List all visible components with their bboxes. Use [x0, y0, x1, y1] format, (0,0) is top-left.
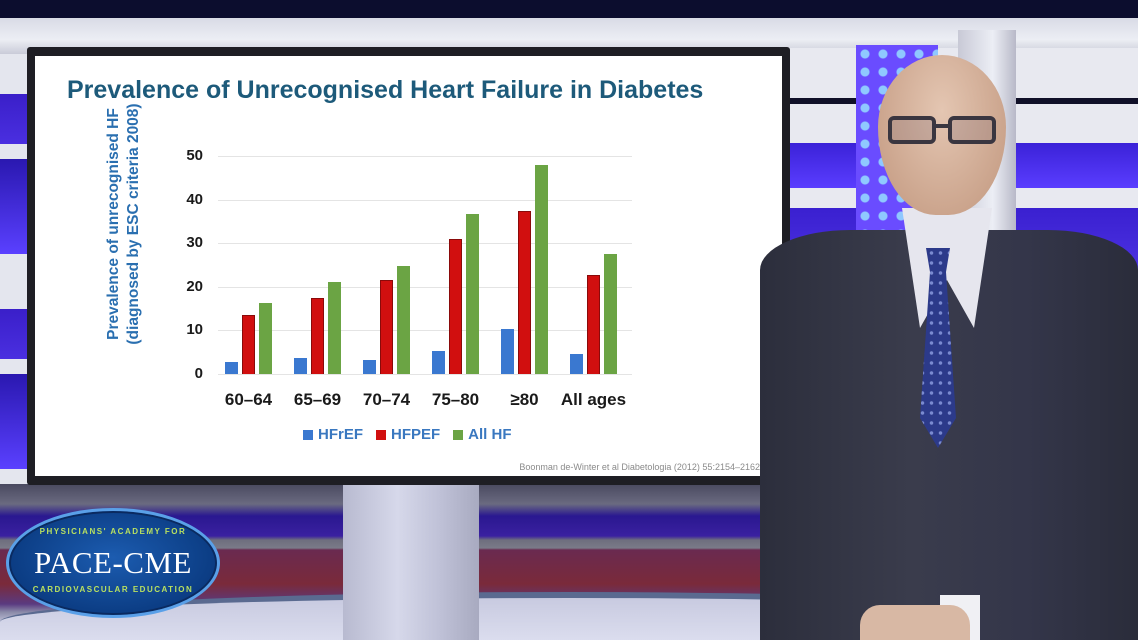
- monitor-stand: [343, 484, 479, 640]
- bar-hfpef: [311, 297, 324, 374]
- x-tick-label: 75–80: [431, 390, 480, 409]
- bar-hfpef: [380, 280, 393, 374]
- gridline: [218, 286, 632, 288]
- presenter-head: [878, 55, 1006, 215]
- bar-hfpef: [242, 314, 255, 374]
- y-tick-label: 20: [186, 277, 203, 295]
- x-tick-label: 60–64: [224, 390, 273, 409]
- bar-hfpef: [518, 211, 531, 374]
- bar-hfref: [294, 357, 307, 374]
- bar-hfpef: [587, 275, 600, 374]
- bar-hfref: [501, 329, 514, 374]
- x-tick-label: 70–74: [362, 390, 411, 409]
- x-tick-label: ≥80: [510, 390, 539, 409]
- y-tick-label: 0: [194, 365, 203, 382]
- bar-all-hf: [466, 214, 479, 374]
- bar-all-hf: [328, 281, 341, 374]
- legend-label: HFrEF: [318, 426, 363, 443]
- ceiling-band: [0, 0, 1138, 22]
- gridline: [218, 330, 632, 332]
- chart-legend: HFrEF HFPEF All HF: [303, 426, 512, 443]
- y-tick-label: 30: [186, 234, 203, 252]
- citation: Boonman de-Winter et al Diabetologia (20…: [519, 462, 760, 472]
- logo-main-text: PACE-CME: [34, 545, 192, 580]
- glasses-icon: [886, 116, 1000, 146]
- presenter-hands: [860, 605, 970, 640]
- y-tick-label: 40: [186, 190, 203, 208]
- legend-swatch-green: [453, 429, 464, 440]
- legend-label: All HF: [468, 426, 512, 443]
- presentation-slide: Prevalence of Unrecognised Heart Failure…: [35, 56, 782, 476]
- legend-swatch-red: [376, 429, 386, 440]
- slide-title: Prevalence of Unrecognised Heart Failure…: [67, 76, 704, 104]
- legend-swatch-blue: [303, 429, 313, 440]
- y-tick-label: 10: [186, 321, 203, 339]
- presenter: [760, 50, 1138, 640]
- bar-hfref: [225, 362, 238, 374]
- gridline: [218, 374, 632, 375]
- y-axis-label: Prevalence of unrecognised HF (diagnosed…: [104, 74, 144, 374]
- gridline: [218, 243, 632, 245]
- bar-all-hf: [259, 302, 272, 374]
- x-tick-label: All ages: [560, 390, 627, 409]
- presenter-suit: [760, 230, 1138, 640]
- logo-top-text: PHYSICIANS' ACADEMY FOR: [39, 527, 187, 536]
- bar-chart-plot-area: [218, 156, 632, 375]
- legend-item-hfref: HFrEF: [303, 426, 363, 443]
- x-tick-label: 65–69: [293, 390, 342, 409]
- bar-hfref: [432, 351, 445, 374]
- bar-all-hf: [604, 254, 617, 374]
- left-wall-panels: [0, 54, 30, 484]
- y-axis-label-line1: Prevalence of unrecognised HF: [105, 108, 122, 340]
- gridline: [218, 156, 632, 157]
- bar-hfref: [363, 359, 376, 374]
- legend-label: HFPEF: [391, 426, 441, 443]
- pace-cme-logo: PHYSICIANS' ACADEMY FOR PACE-CME CARDIOV…: [6, 508, 220, 618]
- y-tick-label: 50: [186, 147, 203, 164]
- y-axis-label-line2: (diagnosed by ESC criteria 2008): [125, 103, 142, 345]
- logo-bottom-text: CARDIOVASCULAR EDUCATION: [32, 585, 194, 594]
- bar-all-hf: [535, 165, 548, 374]
- legend-item-hfpef: HFPEF: [376, 426, 440, 443]
- gridline: [218, 199, 632, 201]
- bar-hfpef: [449, 239, 462, 374]
- bar-hfref: [570, 353, 583, 374]
- legend-item-all-hf: All HF: [453, 426, 512, 443]
- bar-all-hf: [397, 265, 410, 374]
